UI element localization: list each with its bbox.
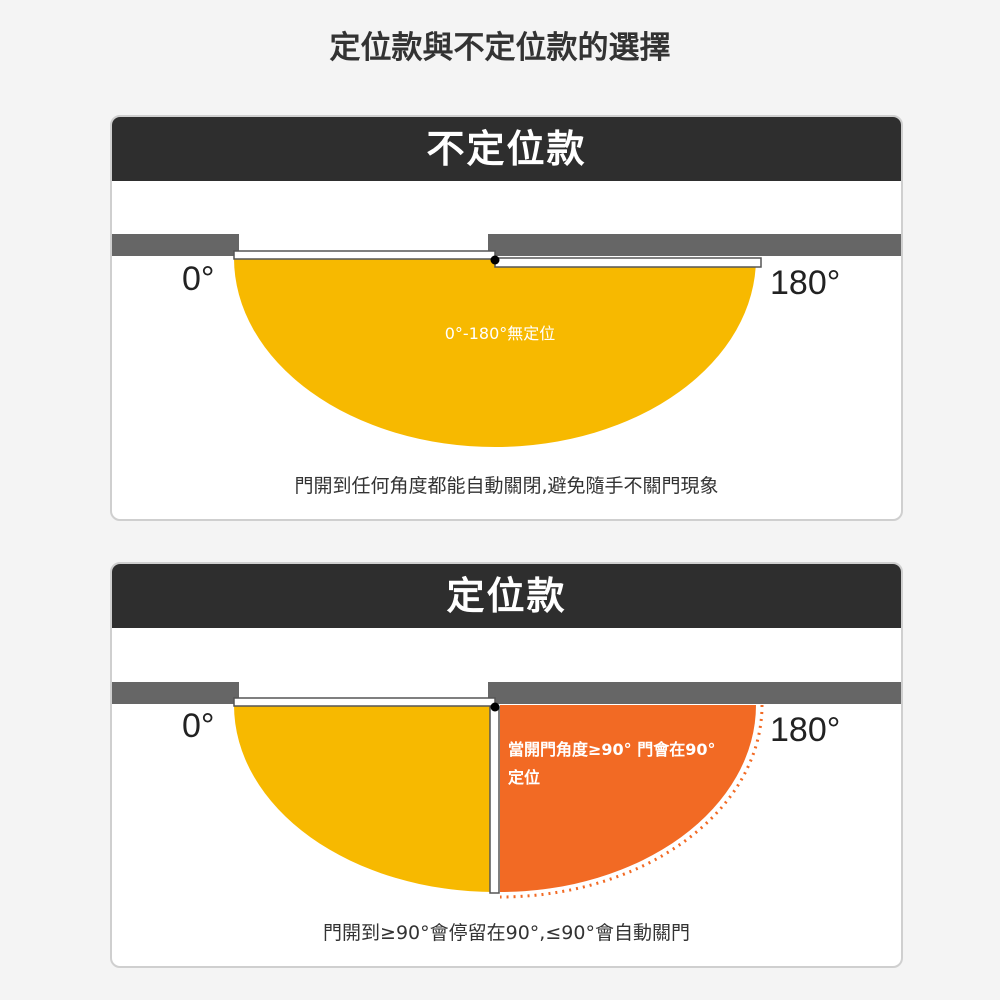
- door-swing-diagram: 0° 180° 當開門角度≥90° 門會在90° 定位: [112, 682, 901, 899]
- label-0: 0°: [182, 260, 215, 298]
- label-180: 180°: [770, 711, 840, 749]
- area-label-line1: 當開門角度≥90° 門會在90°: [508, 740, 716, 759]
- panel-header: 不定位款: [112, 117, 901, 181]
- wall-right: [488, 682, 901, 704]
- door-open-90: [489, 706, 500, 894]
- wall-right: [488, 234, 901, 256]
- swing-area: [234, 258, 756, 447]
- label-180: 180°: [770, 264, 840, 302]
- door-swing-diagram: 0° 180° 0°-180°無定位: [112, 234, 901, 447]
- caption: 門開到任何角度都能自動關閉,避免隨手不關門現象: [294, 475, 719, 497]
- auto-close-area: [234, 705, 495, 892]
- page-title: 定位款與不定位款的選擇: [329, 30, 671, 66]
- positioning-panel: 定位款 0° 180° 當開門角度≥90° 門會在90° 定位 門開到≥90°會…: [110, 562, 903, 968]
- wall-left: [112, 682, 239, 704]
- door-open-180: [494, 257, 762, 268]
- caption: 門開到≥90°會停留在90°,≤90°會自動關門: [323, 922, 690, 944]
- label-0: 0°: [182, 707, 215, 745]
- non-positioning-panel: 不定位款 0° 180° 0°-180°無定位 門開到任何角度都能自動關閉,避免…: [110, 115, 903, 521]
- dotted-arc: [499, 704, 764, 899]
- door-closed: [233, 697, 496, 707]
- door-closed: [233, 250, 496, 260]
- area-label-line2: 定位: [507, 768, 540, 787]
- positioning-area: [500, 705, 756, 892]
- hinge-icon: [490, 702, 500, 712]
- area-label: 0°-180°無定位: [445, 324, 556, 343]
- wall-left: [112, 234, 239, 256]
- hinge-icon: [490, 255, 500, 265]
- panel-header: 定位款: [112, 564, 901, 628]
